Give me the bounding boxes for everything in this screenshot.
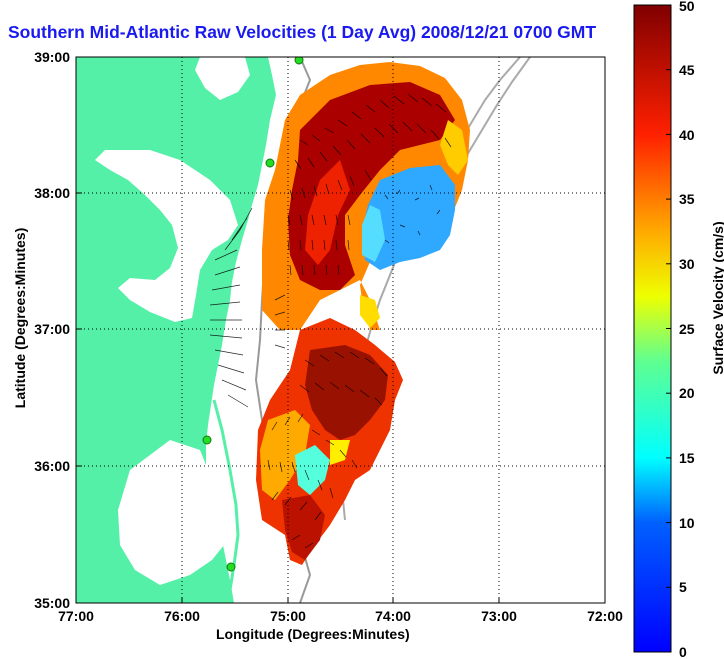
y-tick-label: 36:00 [34, 458, 70, 474]
colorbar-tick-label: 15 [679, 450, 695, 466]
x-tick-label: 73:00 [481, 608, 517, 624]
colorbar [633, 4, 672, 653]
pamlico-sound [118, 440, 224, 585]
bathymetry-contour [466, 57, 531, 156]
land [76, 57, 276, 603]
x-tick-label: 75:00 [270, 608, 306, 624]
colorbar-tick-label: 50 [679, 0, 695, 14]
x-tick-label: 74:00 [375, 608, 411, 624]
colorbar-tick-label: 40 [679, 127, 695, 143]
site-marker [202, 435, 212, 445]
site-markers [202, 57, 304, 572]
colorbar-tick-label: 45 [679, 62, 695, 78]
site-marker [294, 57, 304, 65]
chesapeake-bay [95, 150, 238, 322]
x-tick-label: 77:00 [58, 608, 94, 624]
plot-frame [75, 56, 606, 604]
colorbar-label: Surface Velocity (cm/s) [710, 221, 724, 375]
site-marker [265, 158, 275, 168]
colorbar-tick-label: 35 [679, 191, 695, 207]
y-tick-label: 39:00 [34, 49, 70, 65]
colorbar-tick-label: 10 [679, 515, 695, 531]
delaware-bay [195, 57, 250, 100]
colorbar-tick-label: 20 [679, 385, 695, 401]
x-tick-label: 76:00 [164, 608, 200, 624]
y-tick-label: 38:00 [34, 185, 70, 201]
colorbar-tick-label: 5 [679, 579, 687, 595]
velocity-field [256, 62, 470, 565]
y-tick-label: 37:00 [34, 321, 70, 337]
map-title: Southern Mid-Atlantic Raw Velocities (1 … [8, 22, 597, 42]
velocity-vectors [209, 93, 452, 549]
x-axis-label: Longitude (Degrees:Minutes) [216, 626, 410, 642]
y-tick-label: 35:00 [34, 595, 70, 611]
colorbar-tick-label: 0 [679, 644, 687, 659]
grid-lines [76, 57, 605, 603]
site-marker [226, 562, 236, 572]
x-tick-label: 72:00 [587, 608, 623, 624]
y-axis-label: Latitude (Degrees:Minutes) [12, 227, 28, 409]
colorbar-tick-label: 25 [679, 321, 695, 337]
colorbar-tick-label: 30 [679, 256, 695, 272]
